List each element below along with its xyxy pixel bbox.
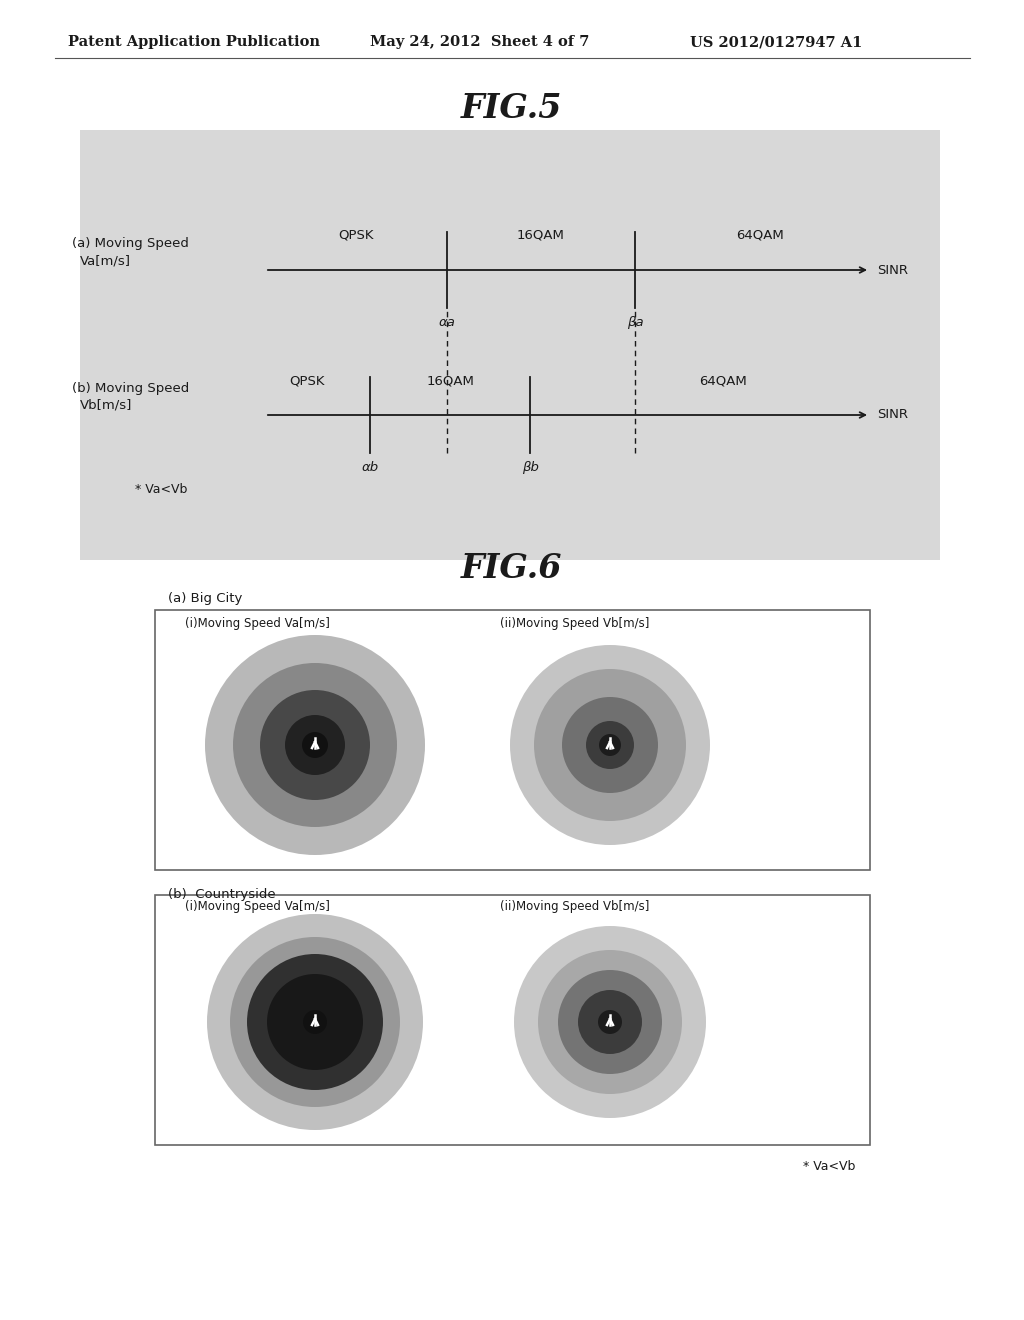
Text: Va[m/s]: Va[m/s] [80, 253, 131, 267]
Circle shape [599, 734, 621, 756]
Text: FIG.5: FIG.5 [461, 92, 563, 125]
Circle shape [598, 1010, 622, 1034]
Circle shape [285, 715, 345, 775]
Text: US 2012/0127947 A1: US 2012/0127947 A1 [690, 36, 862, 49]
Text: 64QAM: 64QAM [698, 374, 746, 387]
Text: (ii)Moving Speed Vb[m/s]: (ii)Moving Speed Vb[m/s] [500, 900, 649, 913]
Text: QPSK: QPSK [290, 374, 326, 387]
Circle shape [578, 990, 642, 1053]
Circle shape [558, 970, 662, 1074]
Text: 16QAM: 16QAM [426, 374, 474, 387]
Circle shape [510, 645, 710, 845]
Circle shape [562, 697, 658, 793]
Text: QPSK: QPSK [338, 228, 374, 242]
Text: Patent Application Publication: Patent Application Publication [68, 36, 319, 49]
Text: (i)Moving Speed Va[m/s]: (i)Moving Speed Va[m/s] [185, 900, 330, 913]
Text: (a) Big City: (a) Big City [168, 591, 243, 605]
Text: αb: αb [361, 461, 379, 474]
Circle shape [514, 927, 706, 1118]
Bar [80, 129, 940, 560]
Text: (b)  Countryside: (b) Countryside [168, 888, 275, 902]
Text: αa: αa [438, 315, 456, 329]
Circle shape [267, 974, 362, 1071]
Text: (i)Moving Speed Va[m/s]: (i)Moving Speed Va[m/s] [185, 616, 330, 630]
Circle shape [205, 635, 425, 855]
Circle shape [233, 663, 397, 828]
Circle shape [586, 721, 634, 770]
Circle shape [247, 954, 383, 1090]
Text: βb: βb [521, 461, 539, 474]
Text: βa: βa [627, 315, 643, 329]
Bar [155, 610, 870, 870]
Circle shape [260, 690, 370, 800]
Circle shape [534, 669, 686, 821]
Text: (ii)Moving Speed Vb[m/s]: (ii)Moving Speed Vb[m/s] [500, 616, 649, 630]
Text: (b) Moving Speed: (b) Moving Speed [72, 381, 189, 395]
Text: (a) Moving Speed: (a) Moving Speed [72, 238, 188, 249]
Circle shape [303, 1010, 327, 1034]
Text: Vb[m/s]: Vb[m/s] [80, 399, 132, 412]
Text: SINR: SINR [877, 264, 908, 276]
Text: * Va<Vb: * Va<Vb [135, 483, 187, 496]
Text: 64QAM: 64QAM [736, 228, 784, 242]
Circle shape [538, 950, 682, 1094]
Bar [155, 895, 870, 1144]
Circle shape [207, 913, 423, 1130]
Text: * Va<Vb: * Va<Vb [803, 1160, 855, 1173]
Text: SINR: SINR [877, 408, 908, 421]
Circle shape [302, 733, 328, 758]
Text: May 24, 2012  Sheet 4 of 7: May 24, 2012 Sheet 4 of 7 [370, 36, 590, 49]
Text: 16QAM: 16QAM [517, 228, 565, 242]
Text: FIG.6: FIG.6 [461, 552, 563, 585]
Circle shape [230, 937, 400, 1107]
